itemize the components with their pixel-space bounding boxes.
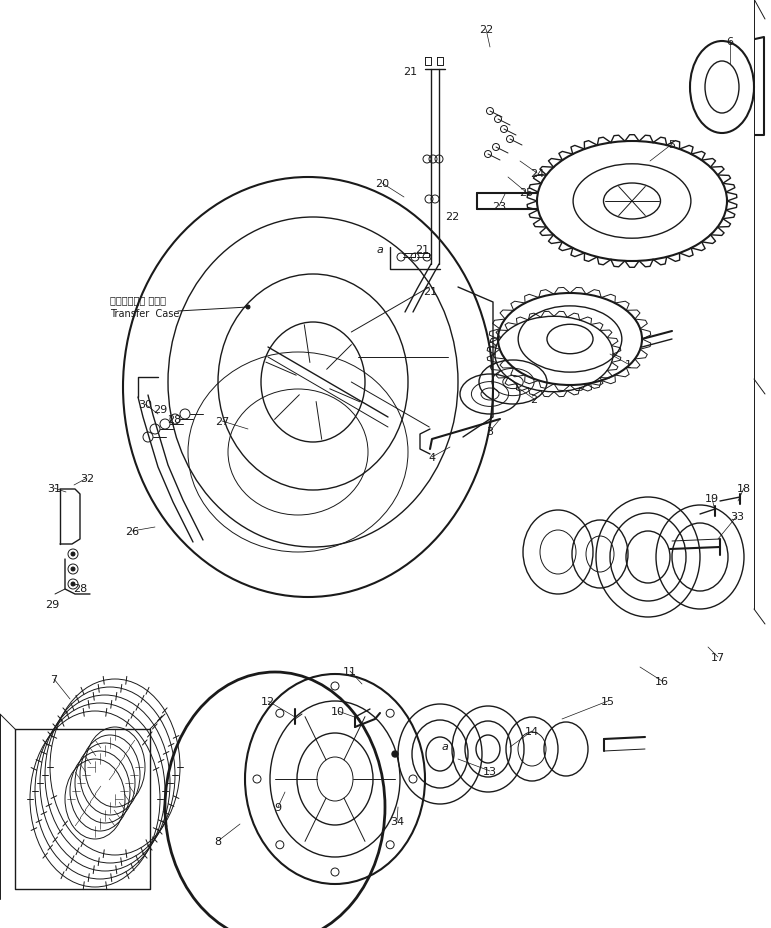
Text: 32: 32	[80, 473, 94, 483]
Circle shape	[71, 567, 75, 572]
Text: 13: 13	[483, 767, 497, 776]
Text: 3: 3	[487, 427, 493, 436]
Text: 24: 24	[530, 169, 544, 179]
Text: 4: 4	[429, 453, 436, 462]
Text: 33: 33	[730, 511, 744, 522]
Text: a: a	[442, 741, 449, 751]
Text: 19: 19	[705, 494, 719, 504]
Text: 12: 12	[261, 696, 275, 706]
Text: 6: 6	[726, 37, 733, 47]
Text: 29: 29	[153, 405, 167, 415]
Text: 10: 10	[331, 706, 345, 716]
Text: 15: 15	[601, 696, 615, 706]
Text: 30: 30	[138, 400, 152, 409]
Text: 22: 22	[479, 25, 493, 35]
Text: 20: 20	[375, 179, 389, 188]
Text: 1: 1	[625, 360, 631, 369]
Text: 28: 28	[73, 584, 87, 593]
Text: a: a	[376, 245, 383, 254]
Text: 5: 5	[668, 140, 675, 149]
Text: 26: 26	[125, 526, 139, 536]
Text: 34: 34	[390, 816, 404, 826]
Text: 23: 23	[492, 201, 506, 212]
Text: 21: 21	[423, 287, 437, 297]
Circle shape	[392, 751, 398, 757]
Text: 14: 14	[525, 727, 539, 736]
Text: Transfer  Case: Transfer Case	[110, 309, 180, 318]
Text: 27: 27	[215, 417, 229, 427]
Text: 21: 21	[403, 67, 417, 77]
Text: 18: 18	[737, 483, 751, 494]
Circle shape	[246, 305, 250, 310]
Text: 16: 16	[655, 677, 669, 687]
Text: トランスファ ケース: トランスファ ケース	[110, 295, 166, 304]
Text: 25: 25	[519, 187, 533, 198]
Circle shape	[71, 583, 75, 586]
Circle shape	[71, 552, 75, 557]
Text: 2: 2	[530, 394, 537, 405]
Text: 22: 22	[445, 212, 459, 222]
Text: 11: 11	[343, 666, 357, 677]
Text: 7: 7	[50, 675, 58, 684]
Text: 29: 29	[45, 599, 59, 610]
Text: 9: 9	[274, 802, 281, 812]
Text: 31: 31	[47, 483, 61, 494]
Text: 28: 28	[167, 415, 181, 424]
Text: 17: 17	[711, 652, 725, 663]
Text: 21: 21	[415, 245, 429, 254]
Text: 8: 8	[214, 836, 221, 846]
